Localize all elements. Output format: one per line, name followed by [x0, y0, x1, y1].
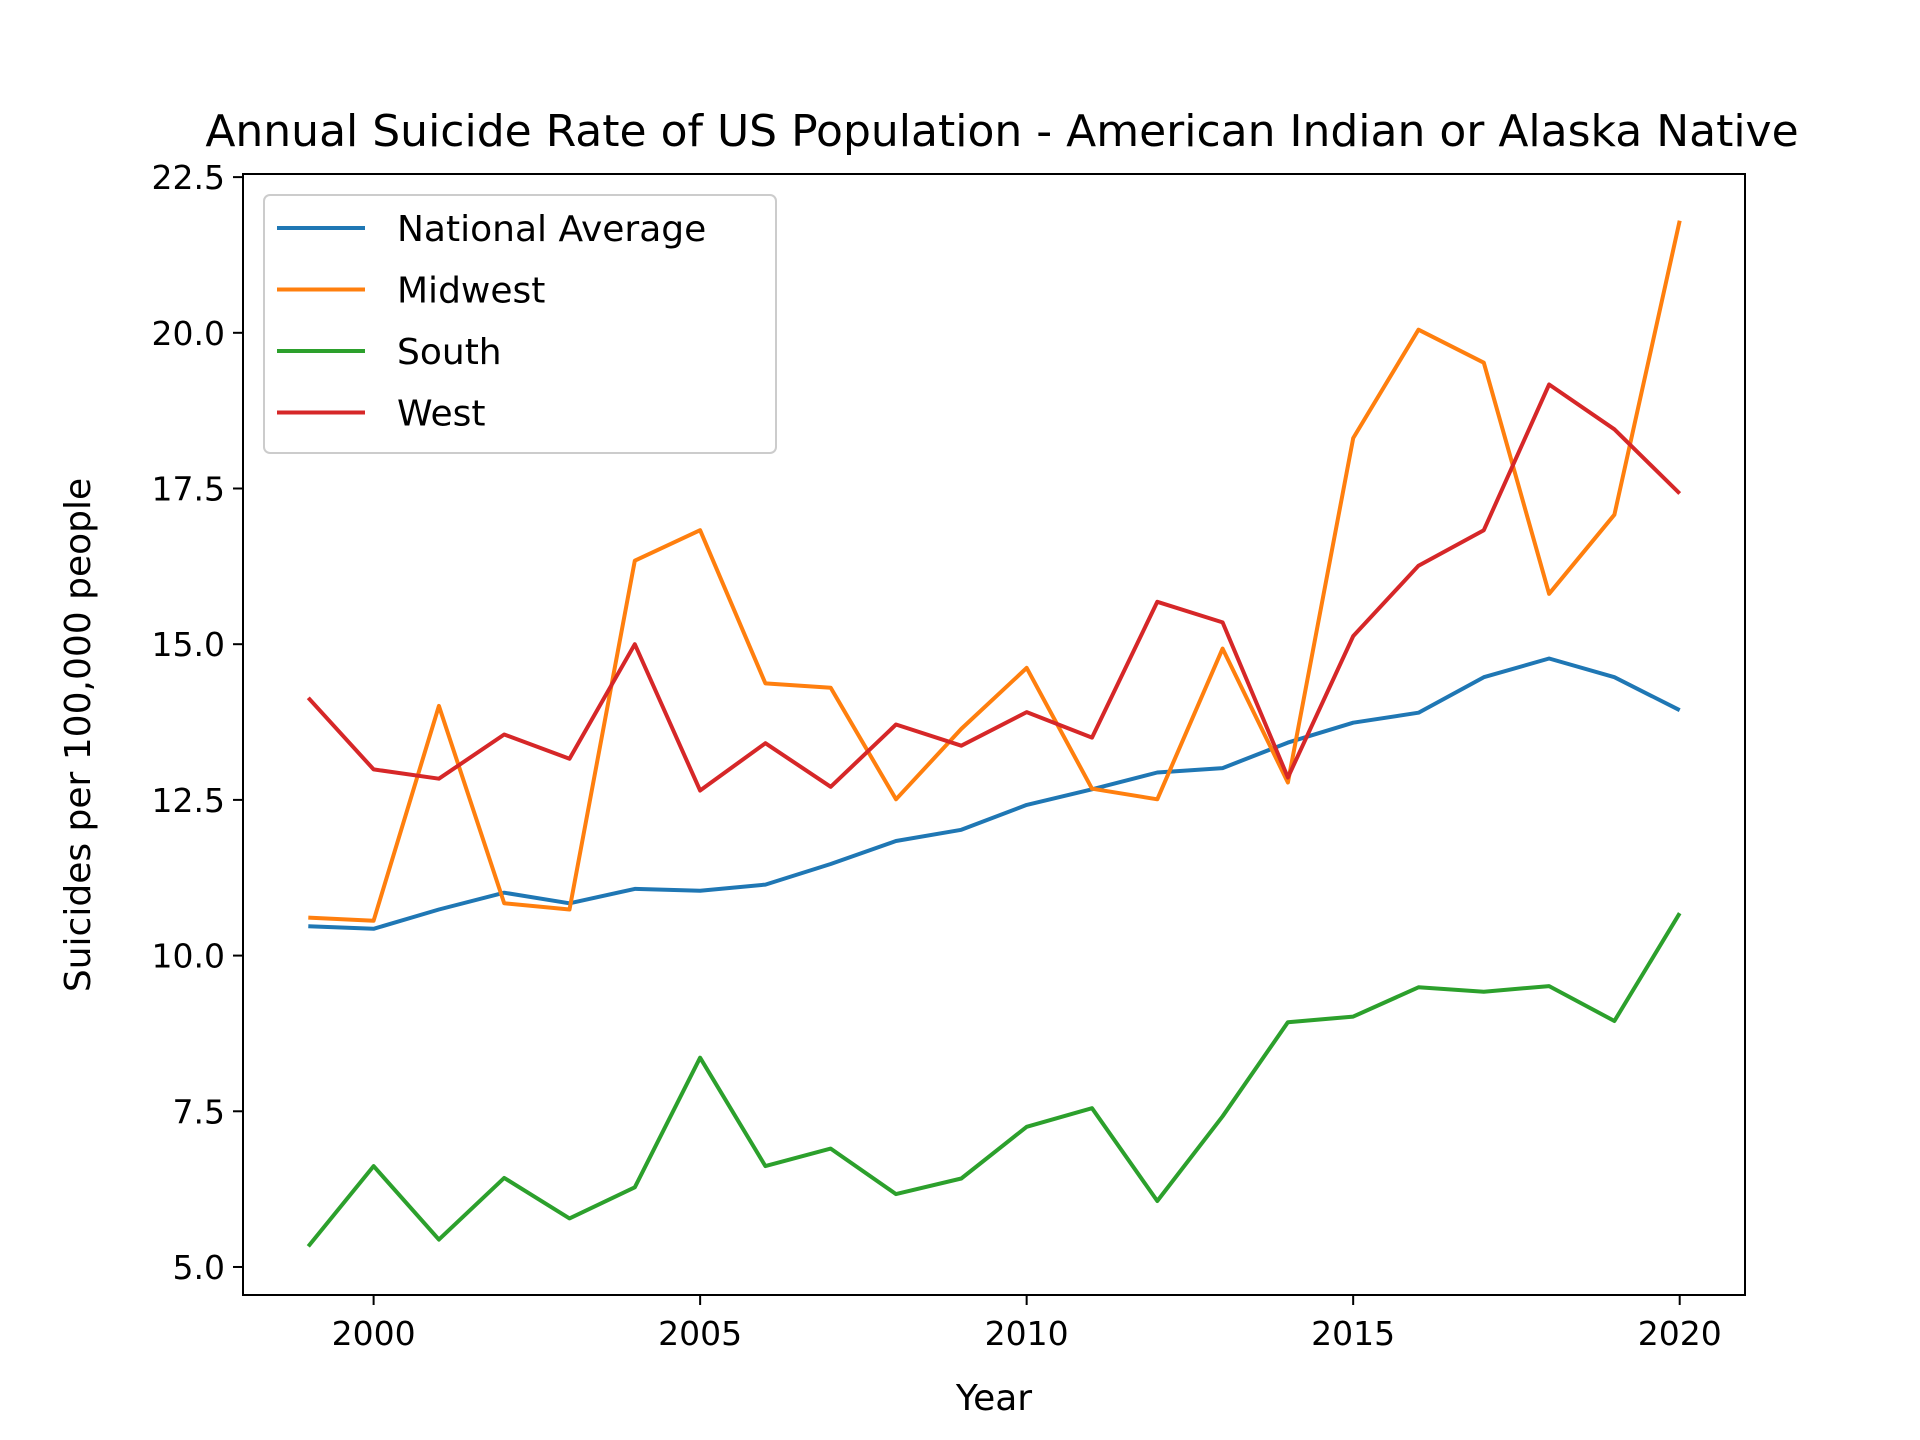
series-line-west — [306, 382, 1682, 793]
chart-title: Annual Suicide Rate of US Population - A… — [205, 106, 1798, 157]
legend: National Average Midwest South West — [263, 194, 777, 454]
x-axis-label: Year — [955, 1378, 1032, 1419]
legend-label-west: West — [397, 394, 486, 435]
x-tick-label: 2010 — [985, 1314, 1069, 1353]
series-line-national-average — [308, 656, 1681, 931]
legend-label-south: South — [397, 332, 502, 373]
y-tick-label: 7.5 — [173, 1092, 225, 1131]
x-tick-label: 2005 — [658, 1314, 742, 1353]
y-tick-label: 10.0 — [152, 937, 225, 976]
x-tick-label: 2015 — [1311, 1314, 1395, 1353]
plot-area-frame — [242, 173, 1746, 1296]
y-axis-ticks: 5.0 7.5 10.0 12.5 15.0 17.5 20.0 22.5 — [152, 158, 243, 1287]
y-tick-label: 12.5 — [152, 781, 225, 820]
series-line-midwest — [308, 220, 1682, 923]
series-lines — [306, 220, 1682, 1248]
legend-label-midwest: Midwest — [397, 271, 545, 312]
legend-box — [263, 194, 777, 454]
y-tick-label: 22.5 — [152, 158, 225, 197]
y-tick-label: 20.0 — [152, 314, 225, 353]
y-tick-label: 17.5 — [152, 470, 225, 509]
x-axis-ticks: 2000 2005 2010 2015 2020 — [332, 1295, 1722, 1353]
y-tick-label: 15.0 — [152, 625, 225, 664]
y-axis-label: Suicides per 100,000 people — [58, 478, 99, 992]
legend-label-national-average: National Average — [397, 209, 706, 250]
y-tick-label: 5.0 — [173, 1248, 225, 1287]
x-tick-label: 2020 — [1638, 1314, 1722, 1353]
x-tick-label: 2000 — [332, 1314, 416, 1353]
series-line-south — [306, 912, 1682, 1248]
